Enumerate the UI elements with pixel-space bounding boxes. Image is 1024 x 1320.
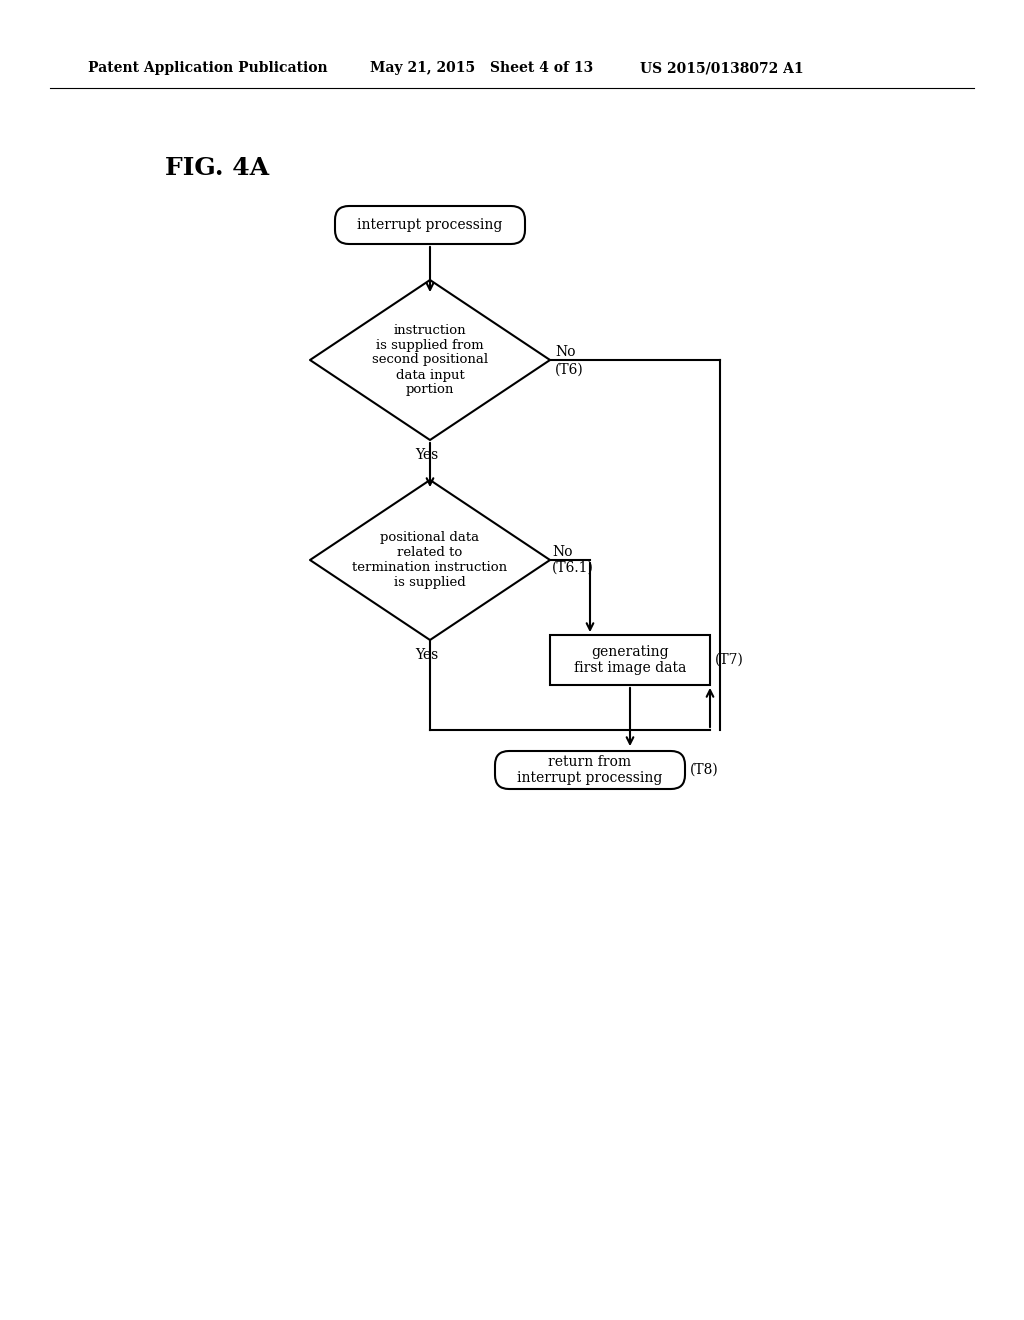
Text: return from
interrupt processing: return from interrupt processing xyxy=(517,755,663,785)
Text: Yes: Yes xyxy=(415,648,438,663)
Text: generating
first image data: generating first image data xyxy=(573,645,686,675)
Text: positional data
related to
termination instruction
is supplied: positional data related to termination i… xyxy=(352,531,508,589)
FancyBboxPatch shape xyxy=(335,206,525,244)
Text: interrupt processing: interrupt processing xyxy=(357,218,503,232)
Text: No: No xyxy=(552,545,572,558)
Text: (T7): (T7) xyxy=(715,653,743,667)
Text: (T6.1): (T6.1) xyxy=(552,561,594,576)
FancyBboxPatch shape xyxy=(495,751,685,789)
Text: (T8): (T8) xyxy=(690,763,719,777)
Text: Yes: Yes xyxy=(415,447,438,462)
Text: Patent Application Publication: Patent Application Publication xyxy=(88,61,328,75)
Text: Sheet 4 of 13: Sheet 4 of 13 xyxy=(490,61,593,75)
Text: FIG. 4A: FIG. 4A xyxy=(165,156,269,180)
Text: instruction
is supplied from
second positional
data input
portion: instruction is supplied from second posi… xyxy=(372,323,488,396)
Bar xyxy=(550,635,710,685)
Text: May 21, 2015: May 21, 2015 xyxy=(370,61,475,75)
Text: US 2015/0138072 A1: US 2015/0138072 A1 xyxy=(640,61,804,75)
Text: (T6): (T6) xyxy=(555,363,584,378)
Text: No: No xyxy=(555,345,575,359)
